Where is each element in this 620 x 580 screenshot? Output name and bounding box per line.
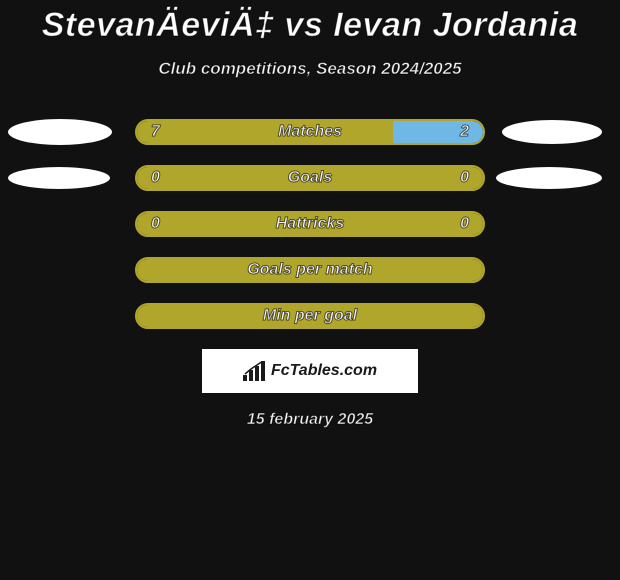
stat-row-goals-per-match: Goals per match [0, 257, 620, 283]
stat-bar-hattricks: 0 Hattricks 0 [135, 211, 485, 237]
comparison-infographic: StevanÄeviÄ‡ vs Ievan Jordania Club comp… [0, 0, 620, 580]
page-subtitle: Club competitions, Season 2024/2025 [0, 59, 620, 79]
stat-value-right: 0 [460, 215, 469, 233]
stat-bar-goals-per-match: Goals per match [135, 257, 485, 283]
player-right-ellipse-icon [502, 120, 602, 144]
stat-row-hattricks: 0 Hattricks 0 [0, 211, 620, 237]
stat-row-matches: 7 Matches 2 [0, 119, 620, 145]
stat-bar-left [137, 259, 483, 281]
credit-text: FcTables.com [271, 362, 377, 380]
stat-value-right: 2 [460, 123, 469, 141]
player-left-ellipse-icon [8, 119, 112, 145]
player-left-ellipse-icon [8, 167, 110, 189]
credit-box: FcTables.com [202, 349, 418, 393]
footer-date: 15 february 2025 [0, 411, 620, 429]
stat-bar-matches: 7 Matches 2 [135, 119, 485, 145]
stats-area: 7 Matches 2 0 Goals 0 0 Hat [0, 119, 620, 329]
stat-bar-left [137, 305, 483, 327]
stat-bar-min-per-goal: Min per goal [135, 303, 485, 329]
stat-bar-goals: 0 Goals 0 [135, 165, 485, 191]
player-right-ellipse-icon [496, 167, 602, 189]
stat-bar-right [393, 121, 483, 143]
credit-inner: FcTables.com [243, 361, 377, 381]
stat-value-right: 0 [460, 169, 469, 187]
stat-value-left: 0 [151, 169, 160, 187]
fctables-logo-icon [243, 361, 267, 381]
stat-value-left: 0 [151, 215, 160, 233]
stat-row-min-per-goal: Min per goal [0, 303, 620, 329]
stat-value-left: 7 [151, 123, 160, 141]
stat-bar-left [137, 121, 393, 143]
stat-bar-left [137, 167, 483, 189]
stat-bar-left [137, 213, 483, 235]
stat-row-goals: 0 Goals 0 [0, 165, 620, 191]
page-title: StevanÄeviÄ‡ vs Ievan Jordania [0, 0, 620, 45]
